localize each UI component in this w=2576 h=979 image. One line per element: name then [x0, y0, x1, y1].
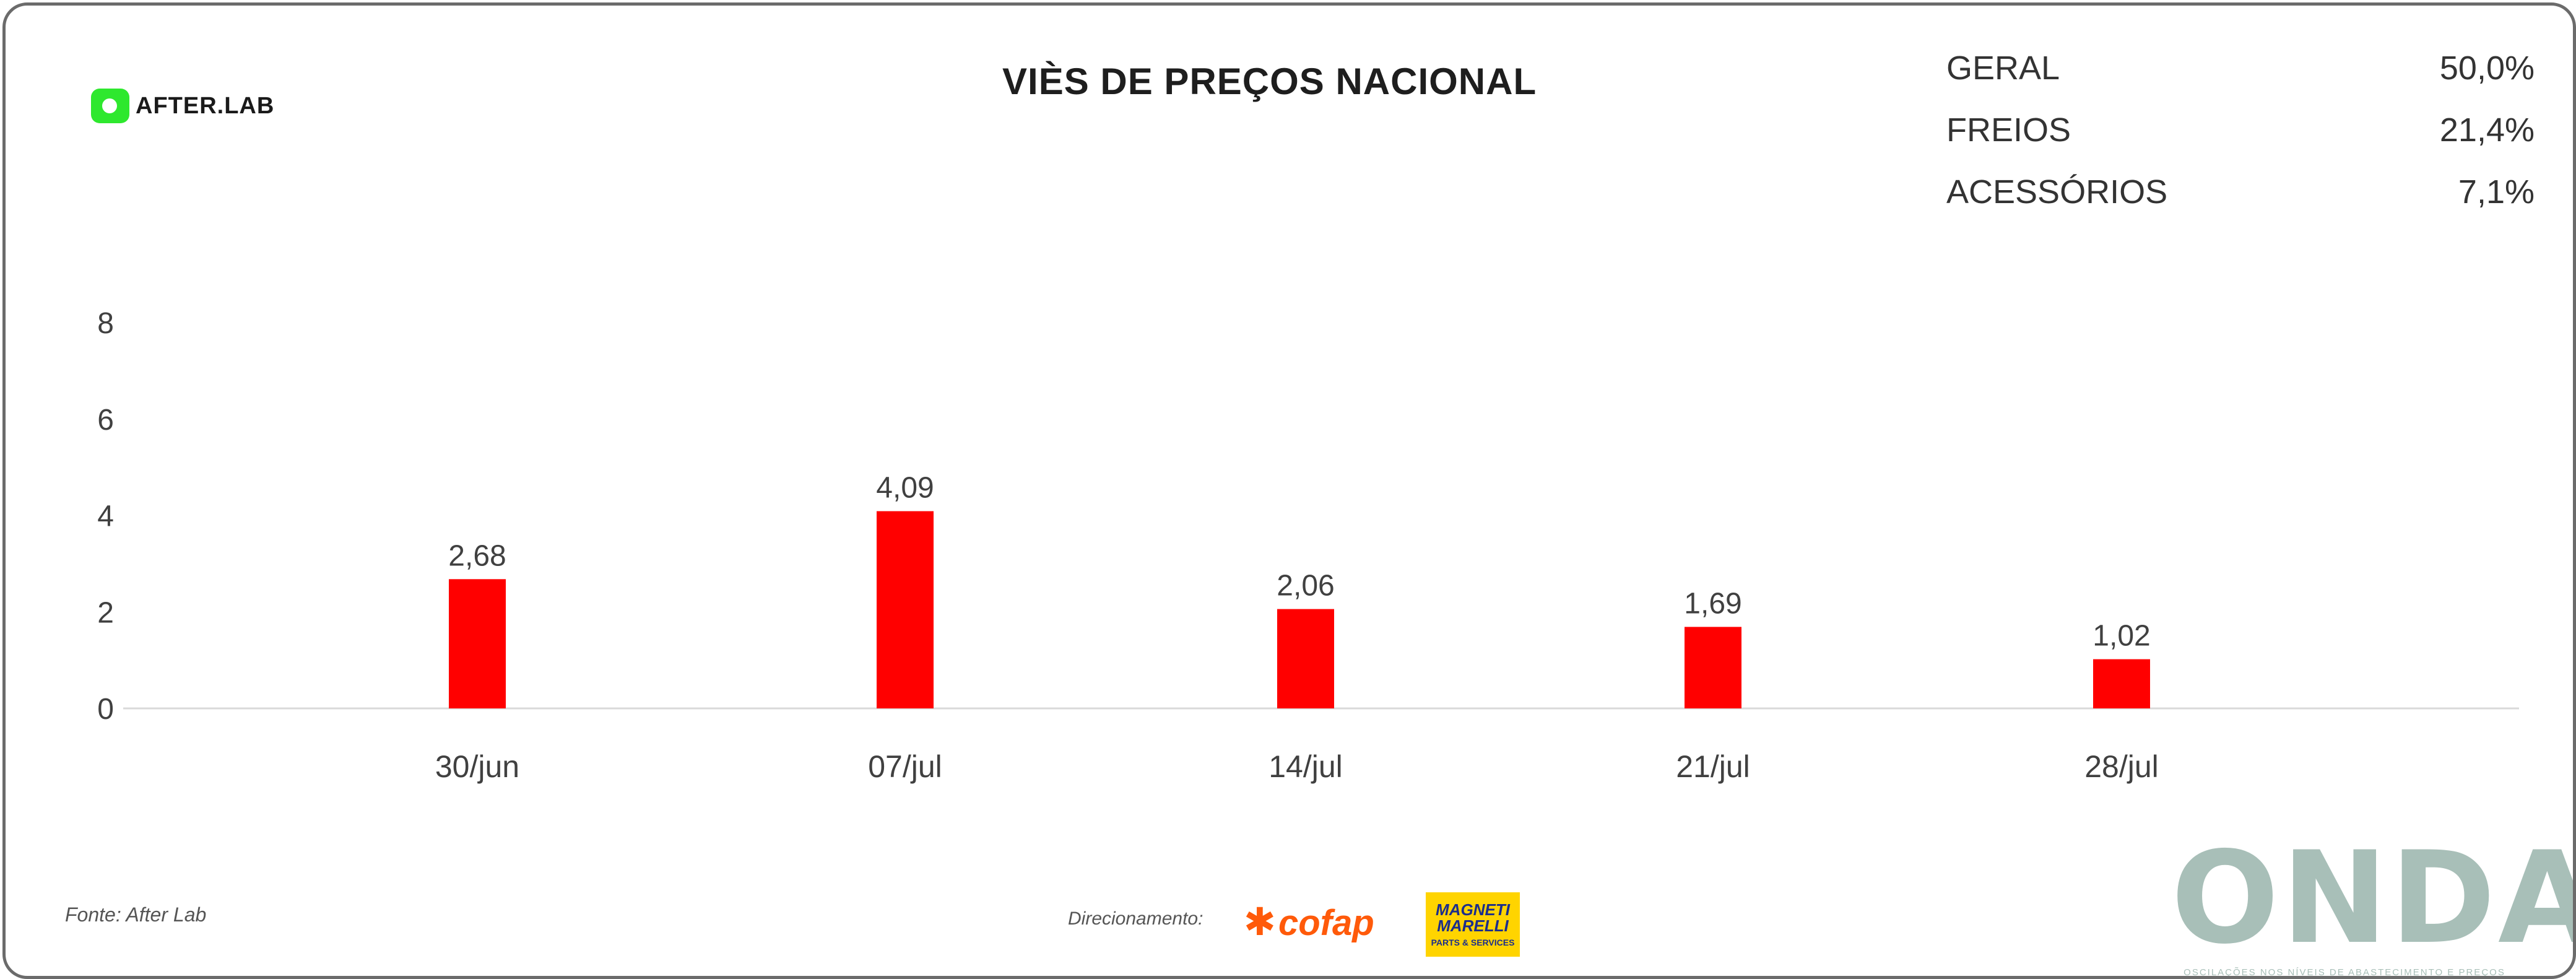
afterlab-logo-mark [91, 89, 129, 123]
summary-value: 21,4% [2439, 111, 2535, 149]
magneti-logo-line2: MARELLI [1437, 916, 1509, 935]
data-label: 2,06 [1277, 570, 1334, 603]
cofap-logo-text: cofap [1278, 902, 1374, 943]
x-tick-label: 14/jul [1268, 749, 1343, 784]
data-label: 2,68 [448, 539, 506, 572]
source-note: Fonte: After Lab [65, 903, 207, 926]
onda-logo-text: ONDA [2171, 825, 2576, 972]
summary-value: 7,1% [2458, 173, 2535, 211]
afterlab-logo: AFTER.LAB [91, 87, 274, 124]
summary-row-freios: FREIOS 21,4% [1946, 111, 2535, 154]
x-tick-label: 21/jul [1676, 749, 1750, 784]
magneti-logo-line1: MAGNETI [1436, 900, 1510, 919]
summary-label: GERAL [1946, 50, 2060, 87]
y-tick-label: 2 [97, 596, 114, 629]
summary-label: FREIOS [1946, 111, 2071, 149]
x-tick-label: 28/jul [2084, 749, 2159, 784]
bar [877, 511, 934, 708]
cofap-logo: ✱ cofap [1244, 901, 1374, 944]
bar-chart: 0 2 4 6 8 2,68 30/jun 4,09 07/jul 2,06 14/jul 1,69 2… [97, 307, 2519, 784]
y-tick-label: 6 [97, 404, 114, 437]
summary-row-geral: GERAL 50,0% [1946, 49, 2535, 92]
data-label: 1,02 [2092, 620, 2150, 653]
y-tick-label: 0 [97, 693, 114, 726]
bar [1685, 627, 1741, 708]
onda-tagline: OSCILAÇÕES NOS NÍVEIS DE ABASTECIMENTO E… [2184, 967, 2505, 978]
y-tick-label: 8 [97, 307, 114, 340]
magneti-logo-line3: PARTS & SERVICES [1431, 938, 1515, 947]
x-tick-label: 30/jun [435, 749, 519, 784]
summary-row-acessorios: ACESSÓRIOS 7,1% [1946, 173, 2535, 216]
summary-label: ACESSÓRIOS [1946, 173, 2168, 211]
data-label: 4,09 [876, 471, 934, 504]
summary-value: 50,0% [2439, 50, 2535, 87]
cofap-star-icon: ✱ [1244, 901, 1276, 944]
bar [449, 579, 506, 708]
sponsorship-label: Direcionamento: [1068, 908, 1203, 929]
y-tick-label: 4 [97, 500, 114, 533]
afterlab-logo-text: AFTER.LAB [136, 92, 275, 119]
bar [1277, 609, 1334, 708]
bar [2093, 659, 2150, 708]
onda-logo: ONDA OSCILAÇÕES NOS NÍVEIS DE ABASTECIME… [2171, 825, 2576, 978]
x-tick-label: 07/jul [868, 749, 942, 784]
magneti-marelli-logo: MAGNETI MARELLI PARTS & SERVICES [1426, 892, 1520, 957]
data-label: 1,69 [1684, 587, 1741, 620]
chart-title: VIÈS DE PREÇOS NACIONAL [1002, 61, 1537, 102]
